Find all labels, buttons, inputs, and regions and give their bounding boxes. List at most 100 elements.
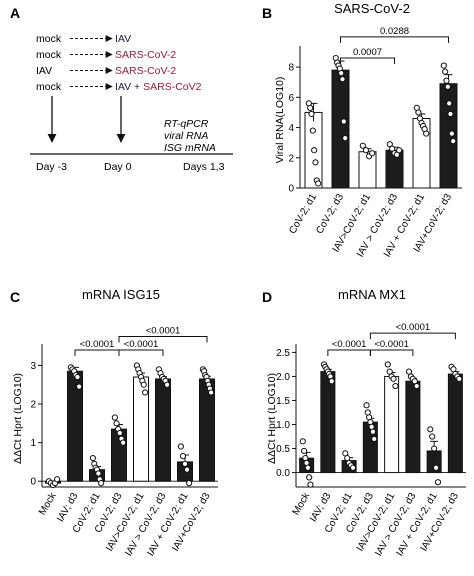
data-point	[312, 159, 319, 166]
data-point	[390, 375, 397, 382]
y-tick-label: 0.5	[276, 444, 290, 455]
chart-c-title: mRNA ISG15	[82, 287, 160, 302]
y-tick-label: 1.0	[276, 420, 290, 431]
data-point	[177, 443, 184, 450]
data-point	[74, 373, 81, 381]
y-tick-label: 0.0	[276, 468, 290, 479]
x-tick-label: Mock	[291, 490, 313, 517]
data-point	[342, 135, 349, 142]
data-point	[450, 138, 457, 145]
data-point	[362, 147, 370, 154]
panel-label-a: A	[10, 5, 20, 21]
bar	[439, 83, 458, 189]
significance-label: <0.0001	[80, 339, 115, 350]
readout-2: viral RNA	[164, 130, 208, 142]
data-point	[116, 429, 123, 437]
design-row-3-pre: IAV	[36, 65, 52, 77]
significance-bracket	[369, 332, 456, 340]
data-point	[363, 402, 370, 409]
data-point	[315, 180, 322, 187]
design-row-2-pre: mock	[36, 49, 62, 61]
significance-bracket	[74, 349, 120, 356]
data-point	[304, 464, 312, 471]
data-point	[340, 118, 347, 125]
data-point	[142, 389, 149, 396]
panel-a-schematic: mock IAV mock SARS-CoV-2 IAV SARS-CoV-2 …	[30, 33, 233, 173]
data-point	[434, 479, 442, 486]
data-point	[186, 480, 193, 487]
data-point	[111, 414, 118, 421]
mx1-chart: mRNA MX1 ΔΔCt Hprt (LOG10) 0.0 0.5 1.0 1.5 2.0…	[266, 287, 466, 558]
y-tick-label: 4	[288, 123, 294, 134]
data-point	[307, 104, 314, 112]
design-row-1-pre: mock	[36, 33, 62, 45]
y-tick-label: 2.0	[276, 372, 290, 383]
bar	[384, 375, 400, 474]
bar	[447, 373, 463, 474]
data-point	[339, 76, 346, 83]
timeline-days13: Days 1,3	[183, 161, 225, 173]
data-point	[369, 428, 377, 435]
chart-d-title: mRNA MX1	[338, 287, 406, 302]
design-row-2: mock SARS-CoV-2	[36, 49, 176, 61]
data-point	[447, 110, 454, 118]
bar	[405, 380, 421, 474]
data-point	[415, 109, 422, 116]
data-point	[181, 460, 189, 467]
significance-label: <0.0001	[124, 339, 159, 350]
significance-label: <0.0001	[396, 322, 431, 333]
y-tick-label: 1.5	[276, 396, 290, 407]
data-point	[423, 130, 430, 137]
design-row-3-post: SARS-CoV-2	[115, 65, 176, 77]
data-point	[89, 454, 96, 462]
data-point	[349, 464, 357, 471]
chart-c-ylabel: ΔΔCt Hprt (LOG10)	[12, 373, 24, 464]
design-row-4-post-sars: SARS-CoV2	[143, 81, 202, 93]
data-point	[54, 476, 61, 483]
data-point	[440, 62, 447, 69]
data-point	[448, 130, 455, 137]
data-point	[456, 375, 463, 382]
data-point	[164, 381, 171, 388]
design-row-2-post: SARS-CoV-2	[115, 49, 176, 61]
data-point	[113, 420, 120, 427]
design-row-4-post: IAV + SARS-CoV2	[115, 81, 202, 93]
design-row-4-post-iav: IAV +	[115, 81, 143, 93]
significance-bracket	[340, 57, 395, 65]
significance-bracket	[327, 349, 371, 356]
design-row-1-post: IAV	[115, 33, 131, 45]
significance-label: <0.0001	[332, 339, 367, 350]
chart-d-ylabel: ΔΔCt Hprt (LOG10)	[266, 373, 278, 464]
y-tick-label: 2.5	[276, 348, 290, 359]
data-point	[140, 381, 147, 388]
data-point	[306, 474, 313, 481]
readout-3: ISG mRNA	[164, 142, 216, 154]
data-point	[369, 150, 376, 157]
data-point	[429, 433, 436, 440]
data-point	[179, 453, 187, 460]
data-point	[446, 100, 453, 107]
data-point	[396, 147, 403, 154]
data-point	[95, 470, 102, 477]
data-point	[120, 439, 127, 446]
data-point	[299, 438, 306, 445]
panel-label-b: B	[262, 5, 272, 21]
data-point	[307, 481, 314, 488]
timeline-day0: Day 0	[104, 161, 132, 173]
bar	[320, 371, 336, 474]
panel-label-c: C	[10, 289, 20, 305]
data-point	[359, 142, 366, 149]
bar	[331, 69, 350, 189]
data-point	[183, 466, 191, 473]
data-point	[371, 435, 378, 443]
significance-label: <0.0001	[374, 339, 409, 350]
significance-bracket	[118, 349, 164, 356]
data-point	[328, 378, 335, 385]
design-row-3: IAV SARS-CoV-2	[36, 65, 176, 77]
significance-label: 0.0288	[380, 26, 409, 37]
significance-label: 0.0007	[353, 47, 382, 58]
data-point	[413, 382, 420, 390]
